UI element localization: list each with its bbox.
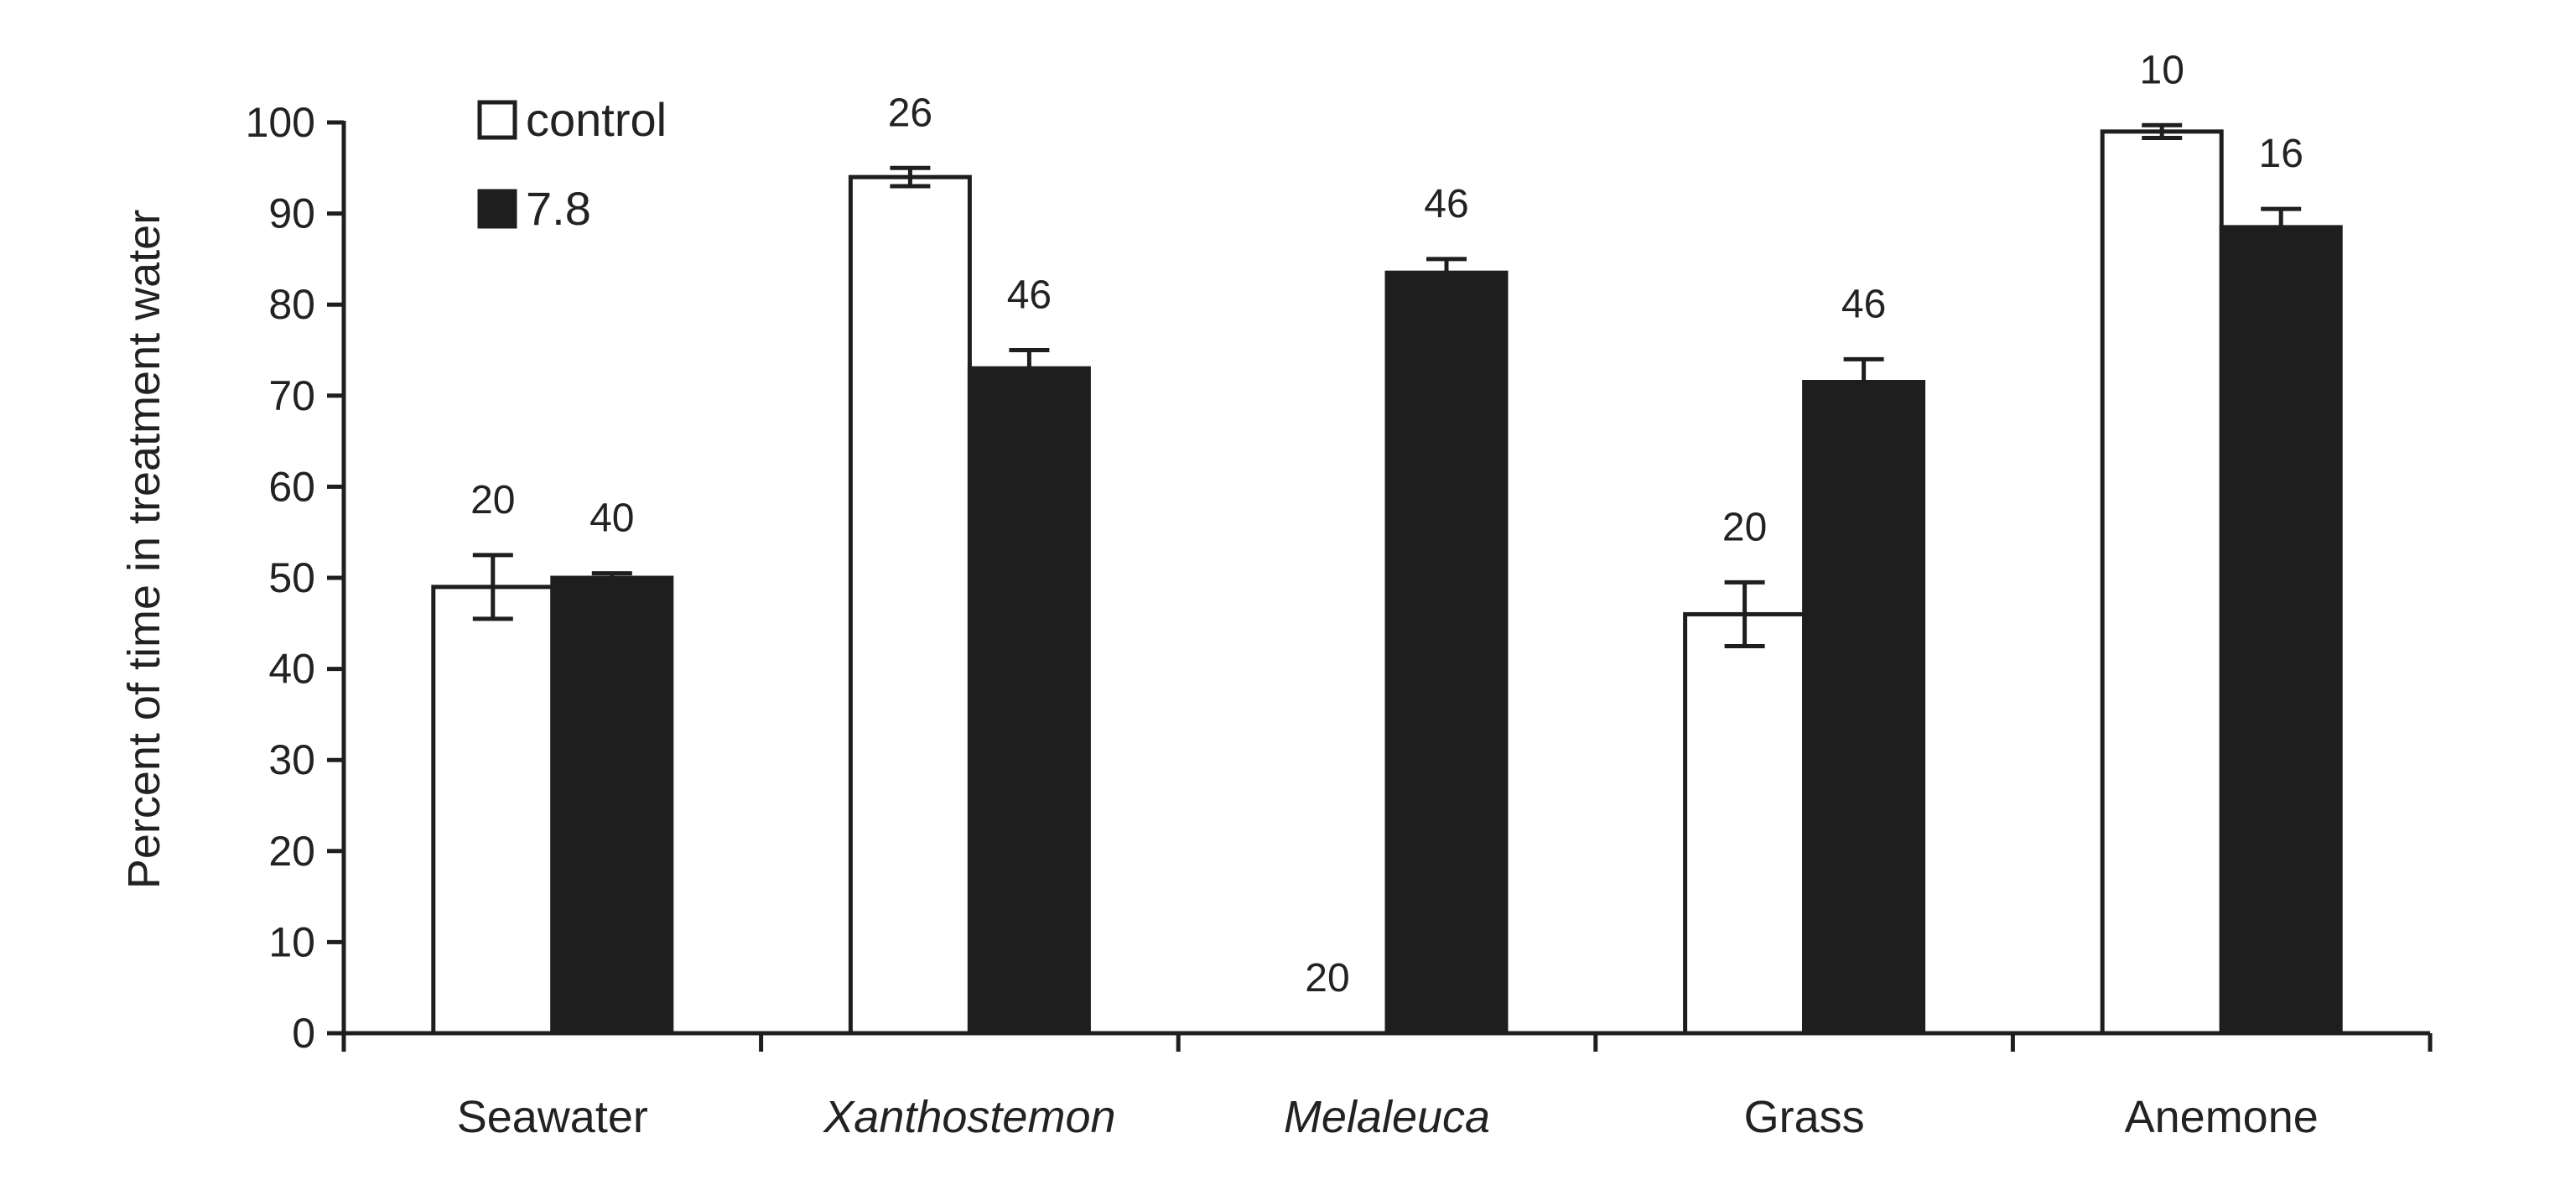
data-label: 10: [2140, 48, 2184, 92]
legend: control 7.8: [477, 93, 667, 235]
y-tick-label: 80: [268, 281, 315, 328]
x-category-label: Melaleuca: [1284, 1092, 1490, 1142]
data-label: 40: [589, 496, 634, 541]
data-label: 20: [1722, 505, 1767, 549]
legend-swatch-control: [477, 100, 517, 140]
bar-xanthostemon-control: [848, 174, 972, 1036]
bar-anemone-control: [2100, 129, 2224, 1036]
bar-melaleuca-7-8: [1384, 270, 1509, 1036]
plot-area: 0 10 20 30 40 50 60 70 80 90 100 20 40 Seawater 26 46 Xa…: [246, 48, 2433, 1142]
data-label: 16: [2259, 132, 2303, 176]
data-label: 46: [1007, 273, 1052, 318]
x-category-label: Seawater: [457, 1092, 648, 1142]
y-tick-label: 20: [268, 828, 315, 875]
y-tick-label: 50: [268, 554, 315, 601]
bar-xanthostemon-7-8: [967, 366, 1091, 1036]
y-tick-label: 60: [268, 463, 315, 510]
y-tick-label: 90: [268, 190, 315, 237]
y-tick-label: 100: [246, 99, 315, 146]
x-category-label: Anemone: [2125, 1092, 2319, 1142]
y-tick-label: 40: [268, 646, 315, 693]
y-tick-label: 10: [268, 918, 315, 965]
y-tick-label: 70: [268, 372, 315, 419]
bar-grass-control: [1683, 611, 1807, 1036]
legend-swatch-7-8: [477, 189, 517, 229]
data-label: 46: [1841, 282, 1886, 326]
bar-grass-7-8: [1802, 380, 1926, 1036]
bar-seawater-7-8: [550, 575, 674, 1036]
bar-seawater-control: [431, 585, 555, 1036]
data-label: 20: [470, 478, 515, 522]
data-label: 46: [1424, 182, 1468, 226]
data-label: 20: [1305, 956, 1349, 1000]
data-label: 26: [888, 91, 932, 135]
y-tick-label: 0: [292, 1010, 315, 1057]
bar-anemone-7-8: [2219, 225, 2343, 1036]
legend-label-control: control: [526, 93, 667, 146]
x-category-label: Grass: [1744, 1092, 1865, 1142]
y-axis-title: Percent of time in treatment water: [119, 210, 169, 889]
legend-label-7-8: 7.8: [526, 182, 591, 235]
x-category-label: Xanthostemon: [822, 1092, 1115, 1142]
y-tick-label: 30: [268, 736, 315, 783]
